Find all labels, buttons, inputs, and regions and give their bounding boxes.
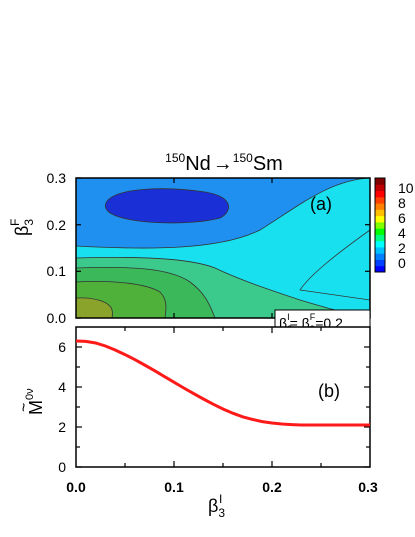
- contour-region-cyan-wedge: [299, 229, 370, 301]
- panel-b-xlabel-base: β: [208, 496, 218, 516]
- colorbar-cell: [375, 209, 385, 217]
- chart-title: 150Nd →150Sm: [165, 151, 283, 175]
- colorbar-cell: [375, 253, 385, 260]
- panel-a-ylabel: β3F: [8, 219, 36, 236]
- panel-b-ticks: [76, 327, 370, 468]
- annotation-beta-1: β: [279, 315, 287, 331]
- svg-text:M0ν: M0ν: [24, 388, 46, 415]
- colorbar-cell: [375, 265, 385, 273]
- colorbar-cell: [375, 228, 385, 235]
- title-nucleus-1: Nd: [185, 153, 211, 175]
- panel-a-ytick-0: 0.0: [47, 310, 67, 326]
- panel-a-label: (a): [310, 194, 332, 214]
- title-arrow: →: [213, 153, 233, 175]
- panel-a-frame: [75, 177, 371, 319]
- panel-b-ylabel-main: M: [26, 400, 46, 415]
- panel-a-ylabel-base: β: [12, 226, 32, 236]
- panel-a-ytick-1: 0.1: [47, 263, 67, 279]
- colorbar-frame: [374, 177, 386, 273]
- colorbar-cell: [375, 215, 385, 223]
- colorbar-cell: [375, 240, 385, 248]
- svg-text:β3F: β3F: [8, 219, 36, 236]
- colorbar-cell: [375, 259, 385, 267]
- colorbar-tick-4: 4: [398, 225, 406, 241]
- panel-a-ticks: [76, 177, 370, 319]
- panel-b-xtick-3: 0.3: [358, 479, 378, 495]
- annotation-beta-1-sup: I: [287, 312, 290, 322]
- title-isotope-2: 150: [233, 151, 253, 165]
- title-isotope-1: 150: [165, 151, 185, 165]
- colorbar-cell: [375, 184, 385, 192]
- panel-b-ytick-6: 6: [58, 339, 66, 355]
- panel-b-xlabel-sup: I: [219, 492, 222, 506]
- colorbar-tick-8: 8: [398, 195, 406, 211]
- panel-a-ytick-3: 0.3: [47, 170, 67, 186]
- panel-b-xtick-0: 0.0: [66, 479, 86, 495]
- panel-b-ylabel-tilde: ~: [16, 403, 33, 412]
- colorbar-cell: [375, 234, 385, 242]
- colorbar-tick-10: 10: [398, 180, 414, 196]
- panel-b-frame: [75, 326, 371, 468]
- panel-b-xlabel: β3I: [208, 492, 225, 520]
- colorbar-cell: [375, 196, 385, 204]
- colorbar-cell: [375, 190, 385, 198]
- panel-a: 0.0 0.1 0.2 0.3 (a) β3F β2I= β2F=0.2: [8, 170, 371, 335]
- panel-b-ytick-4: 4: [58, 379, 66, 395]
- colorbar-cell: [375, 246, 385, 254]
- panel-a-ylabel-sub: 3: [22, 219, 36, 226]
- colorbar-cell: [375, 178, 385, 185]
- colorbar-cell: [375, 203, 385, 210]
- contour-region-deep-blue: [104, 188, 229, 224]
- panel-b-xlabel-sub: 3: [218, 506, 225, 520]
- panel-b-ytick-2: 2: [58, 419, 66, 435]
- colorbar: 10 8 6 4 2 0: [374, 177, 414, 273]
- title-nucleus-2: Sm: [253, 153, 283, 175]
- panel-b-xtick-2: 0.2: [262, 479, 282, 495]
- annotation-beta-2: β: [302, 315, 310, 331]
- annotation-beta-2-sup: F: [310, 312, 316, 322]
- panel-b-label: (b): [318, 381, 340, 401]
- panel-b-ytick-0: 0: [58, 459, 66, 475]
- colorbar-cell: [375, 221, 385, 229]
- panel-b-ylabel: M0ν ~: [16, 388, 46, 415]
- colorbar-tick-0: 0: [398, 255, 406, 271]
- panel-a-ytick-2: 0.2: [47, 217, 67, 233]
- panel-b-ylabel-sup: 0ν: [24, 388, 36, 400]
- panel-b-xtick-1: 0.1: [164, 479, 184, 495]
- series-line: [76, 339, 370, 427]
- colorbar-cells: [375, 178, 385, 273]
- colorbar-tick-6: 6: [398, 210, 406, 226]
- panel-b: 0 2 4 6 0.0 0.1 0.2 0.3 (b) M0ν ~ β3I: [16, 326, 378, 520]
- colorbar-tick-2: 2: [398, 240, 406, 256]
- panel-a-ylabel-sup: F: [8, 219, 22, 226]
